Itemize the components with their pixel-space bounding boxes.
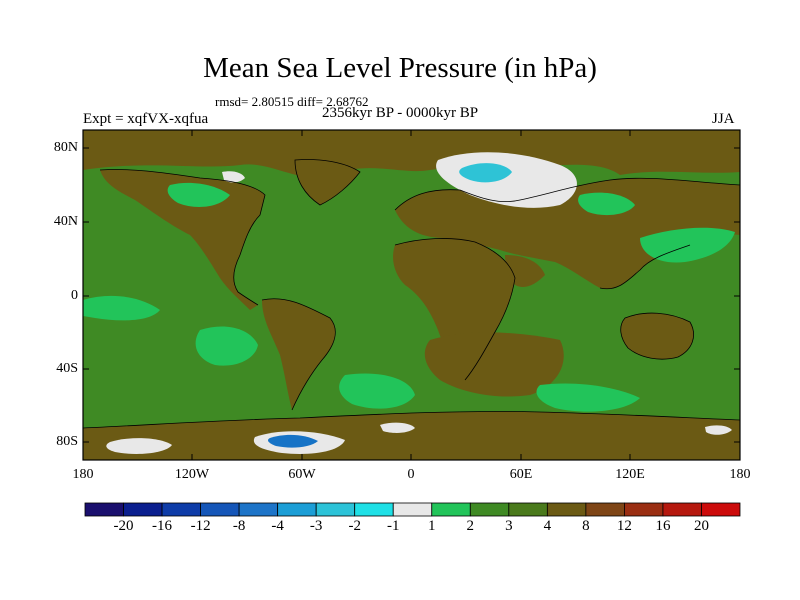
colorbar-swatch bbox=[84, 502, 124, 517]
lat-label: 0 bbox=[71, 288, 78, 303]
colorbar-label: -16 bbox=[152, 518, 173, 534]
colorbar-label: -1 bbox=[386, 518, 400, 534]
negative-anomaly-south bbox=[705, 425, 732, 435]
colorbar-label: 12 bbox=[616, 518, 632, 534]
lat-label: 40S bbox=[56, 361, 78, 376]
colorbar-swatch bbox=[123, 502, 163, 517]
positive-anomaly bbox=[536, 383, 640, 412]
arctic-band bbox=[83, 130, 740, 178]
lon-label: 180 bbox=[729, 467, 751, 482]
experiment-label: Expt = xqfVX-xqfua bbox=[83, 111, 209, 127]
colorbar-swatch bbox=[431, 502, 471, 517]
colorbar-label: -12 bbox=[190, 518, 211, 534]
stats-text: rmsd= 2.80515 diff= 2.68762 bbox=[215, 94, 369, 109]
positive-anomaly bbox=[195, 326, 258, 366]
colorbar-swatch bbox=[508, 502, 548, 517]
lon-label: 60W bbox=[288, 467, 316, 482]
land-antarctica bbox=[83, 411, 740, 460]
colorbar-label: 20 bbox=[693, 518, 709, 534]
colorbar-label: -20 bbox=[113, 518, 134, 534]
lat-label: 80S bbox=[56, 434, 78, 449]
colorbar-swatch bbox=[662, 502, 702, 517]
positive-anomaly bbox=[578, 192, 635, 216]
lon-label: 120W bbox=[174, 467, 210, 482]
negative-anomaly-north-core bbox=[459, 163, 512, 183]
period-text: 2356kyr BP - 0000kyr BP bbox=[322, 105, 479, 121]
colorbar-label: -2 bbox=[348, 518, 361, 534]
colorbar-swatch bbox=[200, 502, 240, 517]
colorbar-swatch bbox=[161, 502, 201, 517]
land-greenland bbox=[295, 159, 360, 205]
colorbar-swatch bbox=[469, 502, 510, 517]
colorbar-label: 16 bbox=[655, 518, 671, 534]
colorbar-label: -8 bbox=[232, 518, 246, 534]
land-eurasia bbox=[395, 178, 740, 289]
positive-anomaly bbox=[339, 373, 415, 409]
colorbar-swatch bbox=[392, 502, 433, 517]
negative-anomaly-south-core bbox=[268, 434, 318, 448]
colorbar-label: 2 bbox=[466, 518, 475, 534]
land-south-america bbox=[262, 298, 336, 410]
colorbar-swatch bbox=[238, 502, 279, 517]
positive-anomaly bbox=[640, 227, 735, 263]
colorbar-swatch bbox=[315, 502, 356, 517]
colorbar-swatch bbox=[585, 502, 625, 517]
colorbar-swatch bbox=[277, 502, 317, 517]
colorbar-swatch bbox=[624, 502, 664, 517]
colorbar-label: -4 bbox=[271, 518, 284, 534]
chart-title: Mean Sea Level Pressure (in hPa) bbox=[203, 52, 597, 84]
colorbar bbox=[84, 502, 741, 517]
colorbar-label: -3 bbox=[309, 518, 323, 534]
colorbar-swatch bbox=[701, 502, 741, 517]
colorbar-swatch bbox=[354, 502, 394, 517]
lon-label: 180 bbox=[72, 467, 94, 482]
colorbar-swatch bbox=[546, 502, 587, 517]
colorbar-label: 8 bbox=[582, 518, 590, 534]
season-label: JJA bbox=[712, 111, 735, 127]
lon-label: 60E bbox=[509, 467, 533, 482]
colorbar-label: 1 bbox=[428, 518, 436, 534]
positive-anomaly bbox=[167, 182, 230, 207]
axis-ticks bbox=[83, 130, 740, 460]
negative-anomaly-small bbox=[222, 171, 245, 183]
lat-label: 80N bbox=[53, 140, 78, 155]
colorbar-label: 3 bbox=[505, 518, 513, 534]
positive-anomaly bbox=[83, 295, 160, 321]
lat-label: 40N bbox=[53, 214, 78, 229]
land-australia bbox=[620, 313, 694, 360]
negative-anomaly-south bbox=[380, 422, 415, 433]
lon-label: 0 bbox=[407, 467, 415, 482]
southern-ocean-high bbox=[424, 332, 564, 397]
lon-label: 120E bbox=[615, 467, 645, 482]
negative-anomaly-south bbox=[106, 438, 172, 454]
map-panel bbox=[83, 130, 740, 460]
coastlines bbox=[83, 159, 740, 429]
colorbar-label: 4 bbox=[543, 518, 552, 534]
land-north-america bbox=[100, 169, 265, 310]
